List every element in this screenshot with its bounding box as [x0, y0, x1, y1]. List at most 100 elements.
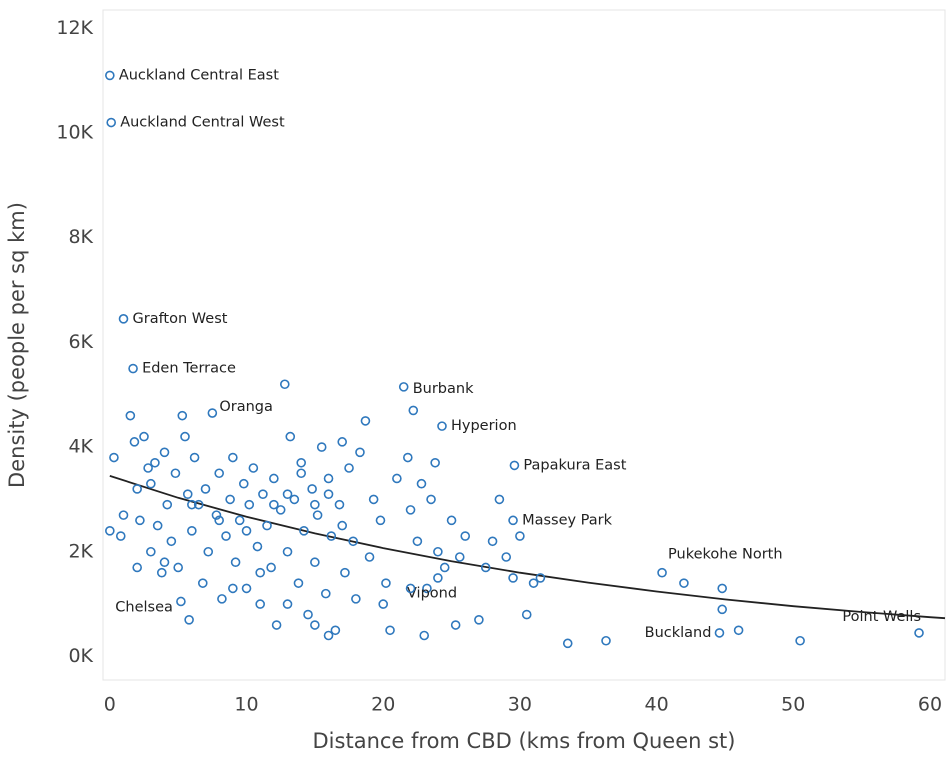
data-point	[408, 405, 419, 416]
data-point	[282, 599, 293, 609]
data-point	[405, 505, 416, 515]
x-tick-label: 30	[508, 694, 532, 716]
point-label: Grafton West	[133, 311, 228, 327]
data-point	[255, 567, 265, 578]
trend-line	[109, 475, 946, 620]
data-point	[508, 515, 518, 526]
data-point	[795, 635, 805, 646]
data-point	[271, 620, 282, 630]
data-point	[381, 578, 391, 588]
data-point	[282, 546, 293, 557]
data-point	[282, 489, 293, 499]
point-label: Chelsea	[115, 599, 173, 615]
data-point	[398, 382, 409, 392]
data-point	[293, 578, 304, 588]
data-point	[419, 630, 430, 641]
point-label: Papakura East	[523, 457, 626, 473]
data-point	[177, 410, 188, 421]
data-point	[115, 531, 126, 541]
data-point	[105, 526, 115, 536]
data-point	[679, 578, 689, 588]
x-tick-label: 20	[371, 694, 395, 716]
data-point	[234, 515, 245, 526]
data-point	[296, 468, 306, 479]
y-tick-label: 6K	[68, 331, 93, 353]
data-point	[355, 447, 365, 458]
data-point	[360, 416, 371, 426]
data-point	[717, 583, 727, 594]
y-tick-label: 8K	[68, 226, 93, 248]
data-point	[348, 536, 358, 547]
data-point	[312, 510, 323, 520]
data-point	[118, 510, 129, 520]
data-point	[180, 431, 190, 442]
data-point	[528, 578, 539, 588]
data-point	[170, 468, 181, 479]
data-point	[211, 510, 222, 520]
data-point	[275, 505, 286, 515]
data-point	[474, 615, 484, 625]
data-point	[217, 594, 227, 604]
data-point	[378, 599, 389, 609]
data-point	[446, 515, 457, 526]
data-point	[285, 431, 296, 442]
x-axis-title: Distance from CBD (kms from Queen st)	[313, 729, 736, 753]
data-point	[132, 562, 142, 573]
data-point	[344, 463, 354, 473]
data-point	[487, 536, 498, 547]
data-point	[241, 526, 252, 536]
data-point	[269, 473, 279, 484]
data-point	[426, 494, 436, 505]
data-point	[241, 583, 252, 594]
data-point	[657, 567, 667, 578]
data-point	[225, 494, 235, 505]
data-point	[364, 552, 375, 562]
data-point	[299, 526, 309, 536]
data-point	[321, 588, 331, 599]
data-point	[508, 573, 518, 583]
data-point	[152, 520, 163, 531]
x-tick-label: 40	[644, 694, 668, 716]
data-point	[176, 596, 186, 607]
data-point	[535, 573, 546, 583]
data-point	[228, 583, 238, 594]
data-point	[159, 557, 170, 568]
data-point	[214, 515, 224, 526]
data-point	[330, 625, 341, 636]
point-label: Pukekohe North	[668, 547, 783, 563]
data-point	[714, 628, 725, 638]
data-point	[200, 484, 211, 494]
data-point	[182, 489, 193, 499]
data-point	[238, 478, 249, 489]
y-tick-label: 4K	[68, 436, 93, 458]
data-point	[279, 379, 290, 390]
data-point	[266, 562, 276, 573]
data-point	[125, 410, 136, 421]
x-tick-label: 60	[918, 694, 942, 716]
point-label: Massey Park	[522, 512, 613, 528]
data-point	[296, 457, 306, 468]
data-point	[368, 494, 379, 505]
data-point	[139, 431, 149, 442]
data-point	[326, 531, 337, 541]
data-point	[412, 536, 423, 547]
data-point	[310, 620, 320, 630]
data-point	[601, 635, 611, 646]
y-axis-title: Density (people per sq km)	[5, 202, 29, 488]
data-point	[173, 562, 183, 573]
data-point	[433, 573, 443, 583]
x-tick-label: 10	[234, 694, 258, 716]
data-point	[403, 452, 413, 463]
data-point	[106, 117, 117, 128]
data-point	[135, 515, 145, 526]
data-point	[316, 442, 327, 452]
data-point	[914, 628, 924, 638]
data-point	[385, 625, 395, 636]
data-point	[289, 494, 300, 505]
data-point	[146, 546, 156, 557]
data-point	[509, 460, 520, 471]
data-point	[422, 583, 432, 594]
data-point	[454, 552, 465, 562]
data-point	[303, 609, 313, 620]
